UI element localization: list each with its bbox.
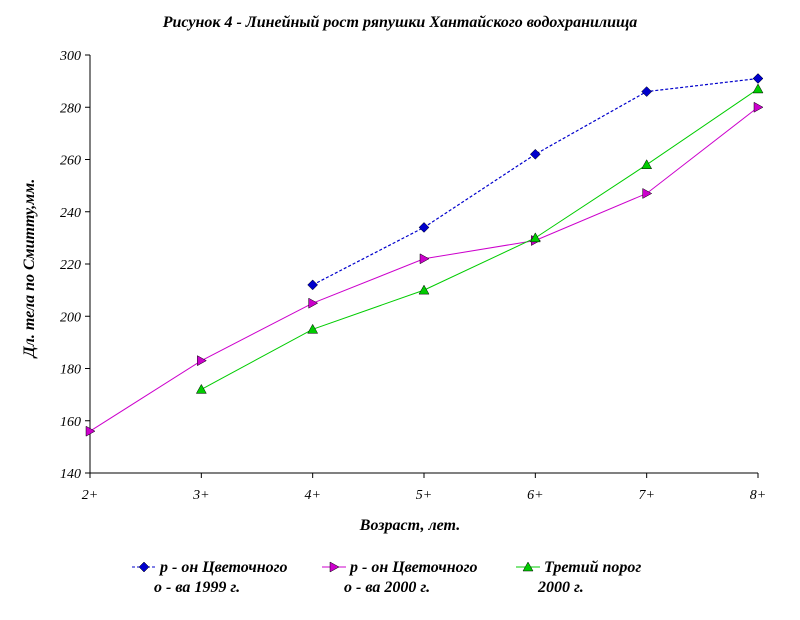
data-point <box>195 383 207 394</box>
data-point <box>308 297 319 309</box>
data-point <box>529 148 541 160</box>
legend-label: о - ва 1999 г. <box>154 579 240 596</box>
series-3 <box>195 83 764 394</box>
y-tick-label: 260 <box>60 154 81 169</box>
data-point <box>529 232 541 243</box>
legend-item-3: Третий порог 2000 г. <box>516 559 641 596</box>
legend-item-1: р - он Цветочного о - ва 1999 г. <box>132 559 288 596</box>
data-point <box>752 73 764 84</box>
data-point <box>418 222 430 233</box>
data-point <box>85 425 96 437</box>
y-axis-title: Дл. тела по Смитту,мм. <box>21 179 38 359</box>
data-point <box>419 253 430 265</box>
data-point <box>641 86 653 97</box>
x-tick-label: 8+ <box>750 488 766 503</box>
legend-swatch-marker <box>522 561 534 572</box>
legend-label: о - ва 2000 г. <box>344 579 430 596</box>
x-tick-label: 2+ <box>82 488 98 503</box>
series-1 <box>307 73 764 291</box>
series-line-2 <box>89 106 759 432</box>
y-tick-label: 140 <box>60 467 81 482</box>
data-point <box>752 83 764 94</box>
data-point <box>753 101 764 113</box>
x-tick-label: 6+ <box>527 488 543 503</box>
data-point <box>307 279 319 291</box>
legend-label: 2000 г. <box>537 579 584 596</box>
y-tick-label: 300 <box>59 49 81 64</box>
legend-swatch-marker <box>138 561 150 573</box>
data-point <box>642 188 653 199</box>
x-tick-label: 3+ <box>192 488 209 503</box>
legend-swatch-marker <box>329 561 340 573</box>
legend-label: р - он Цветочного <box>348 559 478 576</box>
y-tick-label: 180 <box>60 363 81 378</box>
x-tick-label: 7+ <box>638 488 654 503</box>
x-tick-label: 5+ <box>416 488 432 503</box>
data-point <box>197 355 207 367</box>
legend-label: р - он Цветочного <box>158 559 288 576</box>
y-tick-label: 160 <box>60 415 81 430</box>
series-layer <box>85 73 764 437</box>
chart-title: Рисунок 4 - Линейный рост ряпушки Хантай… <box>162 14 638 31</box>
y-tick-label: 220 <box>60 258 81 273</box>
data-point <box>641 159 653 169</box>
legend-label: Третий порог <box>544 559 641 576</box>
axes: 140 160 180 200 220 240 260 280 300 2+ 3+ 4+ 5+ 6+ 7+ 8… <box>59 49 766 503</box>
series-line-1 <box>312 77 759 286</box>
y-tick-label: 280 <box>60 101 81 116</box>
y-tick-label: 240 <box>60 206 81 221</box>
data-point <box>418 284 430 295</box>
x-axis-title: Возраст, лет. <box>359 517 460 534</box>
x-tick-label: 4+ <box>304 488 320 503</box>
series-line-3 <box>201 88 759 390</box>
legend-item-2: р - он Цветочного о - ва 2000 г. <box>322 559 478 596</box>
series-2 <box>85 101 764 437</box>
y-tick-label: 200 <box>60 310 81 325</box>
data-point <box>307 323 319 334</box>
